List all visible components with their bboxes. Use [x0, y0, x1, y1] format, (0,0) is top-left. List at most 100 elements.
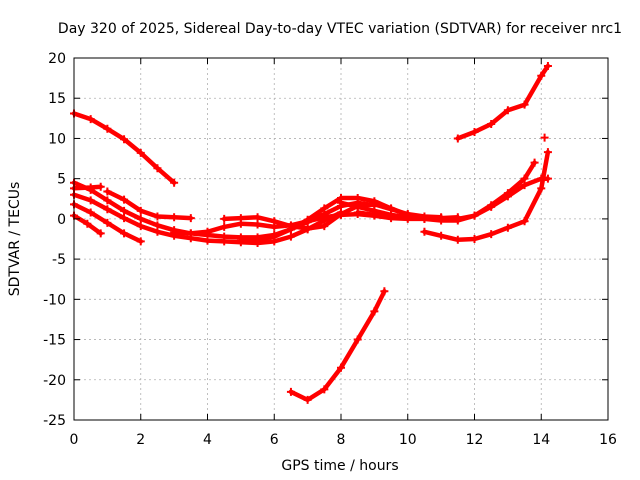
- x-tick-label: 16: [599, 432, 617, 448]
- data-point: [337, 363, 345, 372]
- data-point: [470, 128, 479, 137]
- y-tick-label: 5: [57, 172, 66, 188]
- x-tick-label: 4: [203, 432, 212, 448]
- series-arc-13: [420, 148, 552, 244]
- data-point: [303, 395, 312, 404]
- data-point: [286, 232, 295, 241]
- data-point: [170, 178, 179, 187]
- data-point: [520, 174, 529, 183]
- data-point: [136, 214, 145, 223]
- data-point: [120, 206, 129, 215]
- data-point: [86, 115, 95, 124]
- data-point: [120, 229, 129, 238]
- series-arc-16: [540, 133, 549, 142]
- series-arc-10: [236, 193, 412, 245]
- data-point: [453, 134, 462, 143]
- series-arc-14: [453, 62, 552, 143]
- data-point: [86, 208, 95, 217]
- data-point: [453, 214, 462, 223]
- data-point: [353, 335, 362, 344]
- chart-title: Day 320 of 2025, Sidereal Day-to-day VTE…: [58, 21, 622, 37]
- data-point: [470, 211, 479, 220]
- y-tick-label: 10: [48, 131, 66, 147]
- x-tick-label: 14: [532, 432, 550, 448]
- y-tick-label: -25: [43, 413, 66, 429]
- data-point: [203, 227, 212, 236]
- data-point: [437, 214, 446, 223]
- data-point: [420, 214, 429, 223]
- data-point: [153, 212, 162, 221]
- data-point: [170, 228, 179, 237]
- data-point: [120, 195, 129, 204]
- data-point: [537, 71, 546, 80]
- data-point: [370, 197, 379, 206]
- data-point: [136, 237, 145, 246]
- x-tick-label: 8: [337, 432, 346, 448]
- data-point: [403, 213, 412, 222]
- data-point: [136, 206, 145, 215]
- data-point: [220, 232, 229, 241]
- data-point: [236, 214, 245, 223]
- series-arc-6: [70, 182, 105, 193]
- data-point: [537, 184, 546, 193]
- data-point: [320, 385, 329, 394]
- data-point: [540, 133, 549, 142]
- data-point: [487, 201, 496, 210]
- data-point: [420, 227, 429, 236]
- data-point: [253, 235, 262, 244]
- data-point: [103, 196, 112, 205]
- y-tick-label: 15: [48, 91, 66, 107]
- data-point: [503, 189, 512, 198]
- x-tick-label: 10: [399, 432, 417, 448]
- y-tick-label: -10: [43, 292, 66, 308]
- data-point: [503, 106, 512, 115]
- y-tick-label: -20: [43, 373, 66, 389]
- data-point: [136, 148, 145, 157]
- x-axis-label: GPS time / hours: [281, 458, 398, 474]
- data-point: [186, 214, 195, 223]
- axis-ticks: [73, 57, 609, 421]
- data-point: [253, 213, 262, 222]
- data-point: [153, 164, 162, 173]
- x-tick-label: 12: [466, 432, 484, 448]
- y-tick-label: 20: [48, 51, 66, 67]
- data-point: [453, 235, 462, 244]
- data-point: [520, 217, 529, 226]
- data-point: [337, 210, 345, 219]
- x-tick-label: 6: [270, 432, 279, 448]
- data-point: [270, 217, 279, 226]
- data-series: [70, 62, 552, 404]
- data-point: [253, 220, 262, 229]
- data-point: [487, 230, 496, 239]
- data-point: [103, 205, 112, 214]
- tick-labels: 0 2 4 6 8 10 12 14 16 -25 -20 -15 -10 -5 0 5 10 15 20: [43, 51, 617, 448]
- data-point: [543, 148, 552, 157]
- data-point: [470, 235, 479, 243]
- data-point: [120, 214, 129, 223]
- data-point: [437, 231, 446, 240]
- data-point: [337, 198, 345, 207]
- x-tick-label: 2: [136, 432, 145, 448]
- data-point: [286, 225, 295, 234]
- data-point: [86, 196, 95, 205]
- data-point: [170, 213, 179, 222]
- series-arc-12: [353, 158, 539, 223]
- data-point: [353, 208, 362, 217]
- data-point: [320, 204, 329, 213]
- data-point: [387, 212, 396, 221]
- series-arc-7: [103, 187, 195, 223]
- data-point: [487, 119, 496, 128]
- data-point: [153, 221, 162, 230]
- data-point: [86, 183, 95, 192]
- series-arc-15: [286, 287, 389, 404]
- data-point: [270, 232, 279, 241]
- data-point: [320, 213, 329, 222]
- y-axis-label: SDTVAR / TECUs: [7, 182, 23, 297]
- data-point: [120, 135, 129, 144]
- data-point: [303, 215, 312, 224]
- data-point: [286, 387, 295, 396]
- data-point: [353, 193, 362, 202]
- data-point: [220, 214, 229, 223]
- data-point: [320, 222, 329, 231]
